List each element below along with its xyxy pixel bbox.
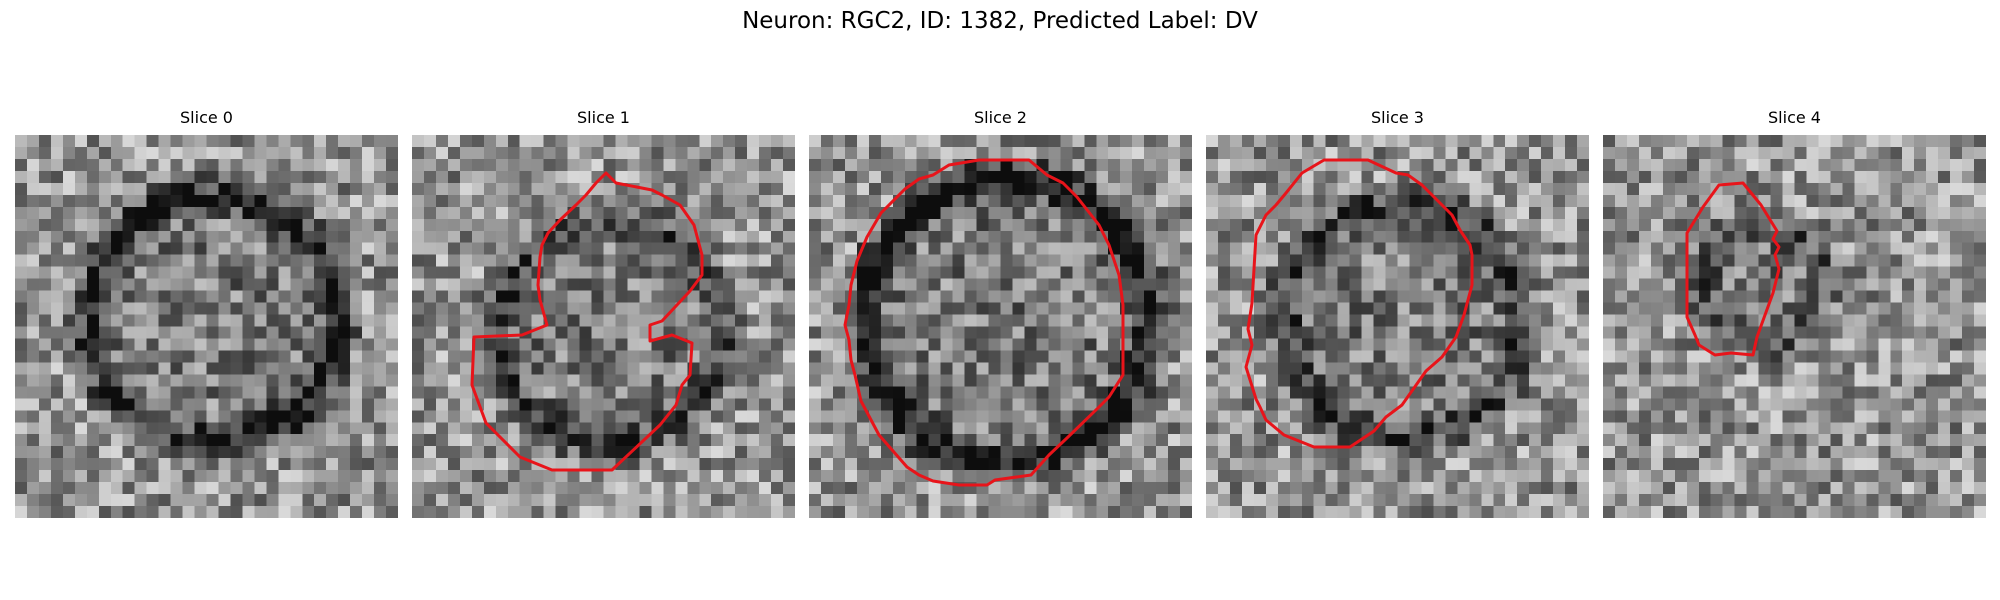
- slice-panel-0: Slice 0: [15, 108, 398, 518]
- slice-title-2: Slice 2: [974, 108, 1027, 127]
- slice-title-1: Slice 1: [577, 108, 630, 127]
- pixel-grid-0: [15, 135, 398, 518]
- segmentation-contour-2: [843, 158, 1125, 487]
- slice-title-0: Slice 0: [180, 108, 233, 127]
- slice-image-2: [809, 135, 1192, 518]
- slice-image-0: [15, 135, 398, 518]
- slice-panel-4: Slice 4: [1603, 108, 1986, 518]
- slice-image-4: [1603, 135, 1986, 518]
- segmentation-contour-4: [1685, 181, 1781, 357]
- pixel-grid-1: [412, 135, 795, 518]
- slice-panel-3: Slice 3: [1206, 108, 1589, 518]
- slice-image-3: [1206, 135, 1589, 518]
- pixel-grid-2: [809, 135, 1192, 518]
- pixel-grid-4: [1603, 135, 1986, 518]
- figure-title: Neuron: RGC2, ID: 1382, Predicted Label:…: [742, 8, 1258, 34]
- slice-title-3: Slice 3: [1371, 108, 1424, 127]
- slice-panel-2: Slice 2: [809, 108, 1192, 518]
- segmentation-contour-3: [1244, 158, 1474, 449]
- segmentation-contour-1: [470, 171, 704, 472]
- slice-title-4: Slice 4: [1768, 108, 1821, 127]
- pixel-grid-3: [1206, 135, 1589, 518]
- slice-image-1: [412, 135, 795, 518]
- slice-panel-1: Slice 1: [412, 108, 795, 518]
